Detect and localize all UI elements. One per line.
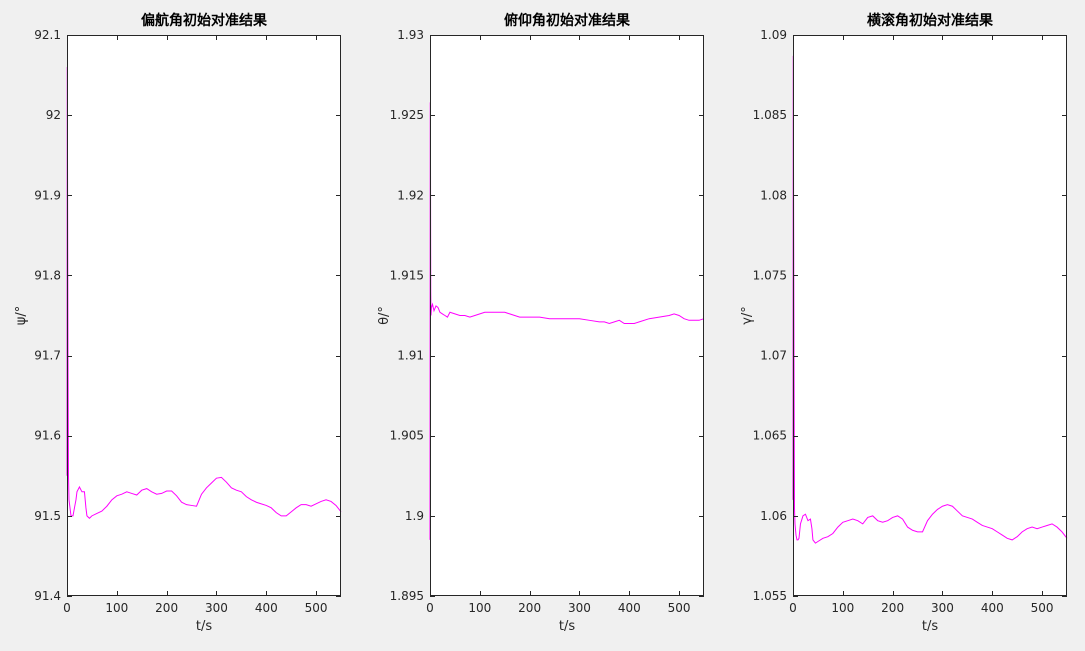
pitch-y-tick-label: 1.93 <box>397 28 424 42</box>
yaw-x-tick-label: 200 <box>155 601 178 615</box>
yaw-plot-area <box>67 35 341 596</box>
yaw-x-tick-label: 300 <box>205 601 228 615</box>
pitch-x-tick-label: 200 <box>518 601 541 615</box>
pitch-x-tick-label: 500 <box>668 601 691 615</box>
roll-ticks: 0 100 200 300 400 500 1.055 1.06 1.065 1.07 1.075 1… <box>753 28 1067 615</box>
roll-chart: 0 100 200 300 400 500 1.055 1.06 1.065 1.07 1.075 1… <box>740 12 1068 634</box>
pitch-chart: 0 100 200 300 400 500 1.895 1.9 1.905 1.91 1.915 1.… <box>377 12 705 634</box>
yaw-y-axis-label: ψ/° <box>14 306 29 325</box>
yaw-axes-box <box>67 35 341 596</box>
yaw-y-tick-label: 92 <box>46 108 61 122</box>
pitch-y-tick-label: 1.91 <box>397 349 424 363</box>
roll-y-tick-label: 1.085 <box>753 108 787 122</box>
yaw-chart: 0 100 200 300 400 500 91.4 91.5 91.6 91.7 91.8 91.9… <box>14 12 342 634</box>
roll-x-tick-label: 400 <box>981 601 1004 615</box>
pitch-y-axis-label: θ/° <box>377 306 392 325</box>
roll-series-0-path <box>792 55 1068 544</box>
roll-y-tick-label: 1.055 <box>753 589 787 603</box>
pitch-x-axis-label: t/s <box>559 619 575 634</box>
yaw-y-tick-label: 91.5 <box>34 509 61 523</box>
pitch-axes-box <box>430 35 704 596</box>
roll-x-tick-label: 0 <box>789 601 797 615</box>
yaw-y-tick-label: 91.7 <box>34 349 61 363</box>
yaw-x-axis-label: t/s <box>196 619 212 634</box>
yaw-x-tick-label: 500 <box>305 601 328 615</box>
pitch-x-tick-label: 0 <box>426 601 434 615</box>
pitch-x-tick-label: 100 <box>468 601 491 615</box>
yaw-y-tick-label: 91.4 <box>34 589 61 603</box>
roll-x-tick-label: 500 <box>1031 601 1054 615</box>
roll-x-tick-label: 100 <box>831 601 854 615</box>
roll-chart-title: 横滚角初始对准结果 <box>867 12 994 29</box>
yaw-y-tick-label: 91.6 <box>34 429 61 443</box>
yaw-y-tick-label: 91.9 <box>34 188 61 202</box>
yaw-ticks: 0 100 200 300 400 500 91.4 91.5 91.6 91.7 91.8 91.9… <box>34 28 341 615</box>
yaw-series-line <box>66 67 342 519</box>
roll-plot-area <box>793 35 1067 596</box>
yaw-series-0-path <box>66 67 342 519</box>
yaw-x-tick-label: 400 <box>255 601 278 615</box>
roll-x-axis-label: t/s <box>922 619 938 634</box>
roll-y-axis-label: γ/° <box>740 306 755 325</box>
roll-x-tick-label: 300 <box>931 601 954 615</box>
roll-y-tick-label: 1.07 <box>760 349 787 363</box>
pitch-ticks: 0 100 200 300 400 500 1.895 1.9 1.905 1.91 1.915 1.… <box>390 28 704 615</box>
pitch-y-tick-label: 1.92 <box>397 188 424 202</box>
pitch-x-tick-label: 300 <box>568 601 591 615</box>
roll-y-tick-label: 1.075 <box>753 268 787 282</box>
roll-y-tick-label: 1.06 <box>760 509 787 523</box>
roll-y-tick-label: 1.09 <box>760 28 787 42</box>
pitch-y-tick-label: 1.905 <box>390 429 424 443</box>
yaw-y-tick-label: 91.8 <box>34 268 61 282</box>
pitch-series-0-path <box>429 102 705 540</box>
roll-axes-box <box>793 35 1067 596</box>
roll-x-tick-label: 200 <box>881 601 904 615</box>
pitch-x-tick-label: 400 <box>618 601 641 615</box>
pitch-chart-title: 俯仰角初始对准结果 <box>504 12 631 29</box>
yaw-x-tick-label: 100 <box>105 601 128 615</box>
roll-y-tick-label: 1.065 <box>753 429 787 443</box>
yaw-y-tick-label: 92.1 <box>34 28 61 42</box>
pitch-plot-area <box>430 35 704 596</box>
pitch-y-tick-label: 1.895 <box>390 589 424 603</box>
pitch-series-line <box>429 102 705 540</box>
pitch-y-tick-label: 1.915 <box>390 268 424 282</box>
yaw-chart-title: 偏航角初始对准结果 <box>141 12 268 29</box>
roll-y-tick-label: 1.08 <box>760 188 787 202</box>
pitch-y-tick-label: 1.925 <box>390 108 424 122</box>
roll-series-line <box>792 55 1068 544</box>
pitch-y-tick-label: 1.9 <box>405 509 424 523</box>
yaw-x-tick-label: 0 <box>63 601 71 615</box>
